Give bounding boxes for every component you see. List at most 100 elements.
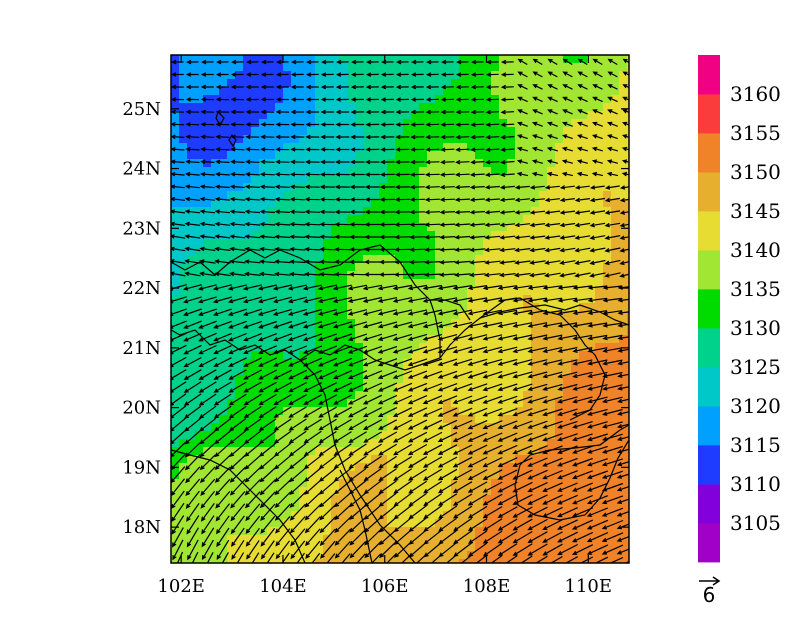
field-cell: [283, 239, 292, 248]
wind-vector: [452, 358, 473, 366]
field-cell: [211, 247, 220, 256]
field-cell: [307, 527, 316, 536]
wind-vector: [441, 59, 454, 65]
field-cell: [355, 127, 364, 136]
field-cell: [219, 367, 228, 376]
field-cell: [563, 119, 572, 128]
field-cell: [187, 279, 196, 288]
field-cell: [307, 295, 316, 304]
wind-vector: [454, 197, 470, 202]
wind-vector: [304, 516, 321, 534]
field-cell: [259, 223, 268, 232]
field-cell: [595, 327, 604, 336]
wind-vector: [452, 407, 473, 417]
field-cell: [371, 143, 380, 152]
wind-vector: [602, 384, 623, 391]
wind-vector: [440, 122, 455, 127]
field-cell: [259, 471, 268, 480]
wind-vector: [213, 345, 232, 355]
field-cell: [435, 295, 444, 304]
field-cell: [443, 375, 452, 384]
field-cell: [211, 279, 220, 288]
wind-vector: [320, 97, 334, 102]
field-cell: [387, 103, 396, 112]
wind-vector: [408, 468, 428, 481]
field-cell: [603, 551, 612, 560]
field-cell: [563, 247, 572, 256]
field-cell: [347, 383, 356, 392]
field-cell: [443, 511, 452, 520]
field-cell: [267, 263, 276, 272]
field-cell: [619, 471, 628, 480]
field-cell: [459, 287, 468, 296]
field-cell: [563, 343, 572, 352]
field-cell: [619, 255, 628, 264]
field-cell: [467, 103, 476, 112]
field-cell: [195, 223, 204, 232]
wind-vector: [335, 109, 350, 115]
field-cell: [219, 79, 228, 88]
field-cell: [203, 63, 212, 72]
field-cell: [563, 311, 572, 320]
field-cell: [435, 551, 444, 560]
field-cell: [427, 271, 436, 280]
field-cell: [299, 287, 308, 296]
wind-vector: [542, 297, 563, 303]
field-cell: [491, 191, 500, 200]
wind-vector: [544, 222, 561, 228]
wind-vector: [407, 443, 428, 456]
field-cell: [259, 407, 268, 416]
field-cell: [363, 415, 372, 424]
field-cell: [387, 343, 396, 352]
wind-vector: [246, 540, 260, 560]
field-cell: [467, 463, 476, 472]
field-cell: [435, 391, 444, 400]
field-cell: [483, 327, 492, 336]
field-cell: [211, 175, 220, 184]
field-cell: [331, 327, 340, 336]
field-cell: [571, 87, 580, 96]
field-cell: [539, 263, 548, 272]
field-cell: [603, 319, 612, 328]
field-cell: [611, 511, 620, 520]
field-cell: [387, 375, 396, 384]
field-cell: [187, 287, 196, 296]
field-cell: [443, 487, 452, 496]
wind-vector: [499, 222, 516, 228]
wind-vector: [396, 59, 409, 65]
field-cell: [507, 463, 516, 472]
field-cell: [307, 287, 316, 296]
field-cell: [491, 175, 500, 184]
field-cell: [443, 159, 452, 168]
field-cell: [627, 423, 629, 432]
wind-vector: [335, 97, 349, 102]
field-cell: [515, 71, 524, 80]
field-cell: [219, 247, 228, 256]
field-cell: [235, 375, 244, 384]
field-cell: [499, 551, 508, 560]
wind-vector: [259, 246, 276, 252]
wind-vector: [260, 122, 275, 127]
wind-vector: [229, 271, 246, 277]
field-cell: [355, 327, 364, 336]
field-cell: [219, 375, 228, 384]
wind-vector: [378, 443, 398, 456]
field-cell: [331, 167, 340, 176]
field-cell: [267, 359, 276, 368]
field-cell: [219, 63, 228, 72]
field-cell: [291, 527, 300, 536]
field-cell: [427, 231, 436, 240]
field-cell: [291, 551, 300, 560]
field-cell: [491, 391, 500, 400]
field-cell: [371, 55, 380, 64]
field-cell: [587, 55, 596, 64]
field-cell: [211, 135, 220, 144]
wind-vector: [532, 71, 543, 78]
field-cell: [259, 455, 268, 464]
wind-vector: [527, 543, 548, 556]
field-cell: [251, 143, 260, 152]
field-cell: [283, 535, 292, 544]
field-cell: [347, 87, 356, 96]
field-cell: [395, 519, 404, 528]
field-cell: [571, 167, 580, 176]
